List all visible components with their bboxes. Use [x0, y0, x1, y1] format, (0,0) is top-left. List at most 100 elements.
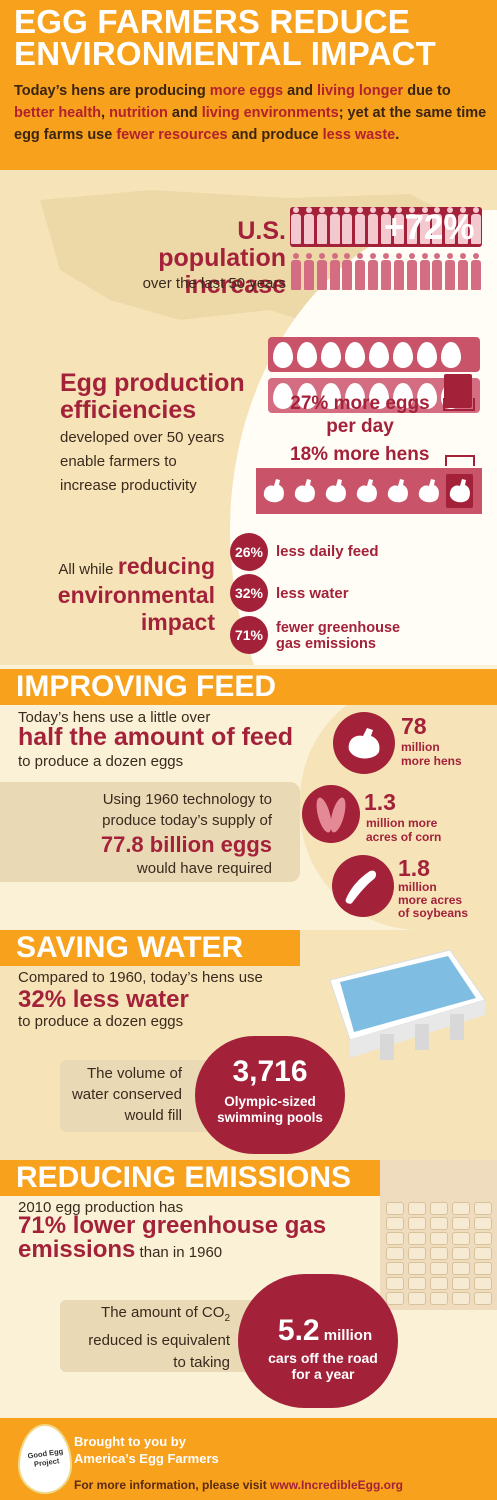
person-icon [393, 253, 405, 291]
extra-eggs-highlight [444, 374, 472, 408]
person-icon [316, 253, 328, 291]
hen-icon [353, 474, 380, 508]
car-icon [430, 1217, 448, 1230]
hen-icon [291, 474, 318, 508]
eggs-label-1: 27% more eggs [290, 393, 430, 414]
egg-icon [345, 382, 365, 409]
person-icon [470, 253, 482, 291]
intro-highlight: better health [14, 105, 102, 121]
egg-icon [417, 341, 437, 368]
header-band [0, 0, 497, 170]
car-icon [386, 1217, 404, 1230]
footer-url-link[interactable]: www.IncredibleEgg.org [270, 1478, 403, 1492]
swimming-pool-icon [329, 949, 486, 1060]
intro-segment: , [101, 105, 110, 121]
stat-soy-num: 1.8 [398, 855, 430, 881]
hen-icon [260, 474, 287, 508]
feed-band-title: IMPROVING FEED [16, 670, 277, 703]
reducing-prefix: All while [58, 561, 114, 578]
feed-box-text: Using 1960 technology to produce today’s… [40, 789, 272, 831]
reduce-feed-badge: 26% [230, 533, 268, 571]
intro-segment: Today’s hens are producing [14, 83, 210, 99]
production-body-2: enable farmers to [60, 453, 177, 470]
car-icon [408, 1247, 426, 1260]
stat-hens-l2: more hens [401, 754, 462, 768]
water-box-text: The volume of water conserved would fill [60, 1063, 182, 1126]
car-icon [452, 1217, 470, 1230]
stat-corn-num: 1.3 [364, 789, 396, 815]
production-heading-2: efficiencies [60, 396, 197, 424]
car-icon [474, 1277, 492, 1290]
person-icon [354, 253, 366, 291]
person-icon [380, 253, 392, 291]
person-icon [470, 207, 482, 245]
feed-box-2: produce today’s supply of [102, 812, 272, 829]
water-line1: Compared to 1960, today’s hens use [18, 969, 263, 986]
intro-highlight: less waste [322, 127, 396, 143]
person-icon [329, 207, 341, 245]
car-icon [452, 1262, 470, 1275]
person-icon [406, 207, 418, 245]
feed-box [0, 782, 300, 882]
stat-corn-l1: million more [366, 816, 438, 830]
intro-highlight: living longer [316, 83, 404, 99]
intro-segment: and [283, 83, 317, 99]
emissions-band-title: REDUCING EMISSIONS [16, 1161, 352, 1194]
pools-l1: Olympic-sized [224, 1094, 316, 1109]
bracket-icon [443, 398, 475, 411]
person-icon [290, 207, 302, 245]
person-icon [329, 253, 341, 291]
car-icon [408, 1262, 426, 1275]
egg-icon [297, 341, 317, 368]
egg-icon [273, 341, 293, 368]
population-heading-1: U.S. population [158, 217, 286, 272]
population-value: +72% [384, 208, 475, 247]
car-icon [452, 1232, 470, 1245]
population-heading: U.S. population increase [106, 218, 286, 299]
egg-icon [273, 382, 293, 409]
emissions-line1: 2010 egg production has [18, 1199, 184, 1216]
car-icon [452, 1247, 470, 1260]
water-big: 32% less water [18, 986, 189, 1013]
reducing-heading-3: impact [140, 609, 215, 635]
stat-hens-label: million more hens [401, 740, 462, 768]
intro-text: Today’s hens are producing more eggs and… [14, 80, 494, 146]
intro-segment: and [167, 105, 202, 121]
car-icon [474, 1217, 492, 1230]
car-icon [430, 1277, 448, 1290]
stat-soy-l1: million [398, 880, 437, 894]
water-line2: to produce a dozen eggs [18, 1013, 184, 1030]
person-icon [367, 207, 379, 245]
car-icon [408, 1217, 426, 1230]
egg-icon [393, 341, 413, 368]
water-box-2: water conserved [71, 1086, 182, 1103]
person-icon [303, 207, 315, 245]
stat-corn-label: million more acres of corn [366, 816, 441, 844]
cars-num: 5.2 [277, 1314, 320, 1347]
egg-icon [417, 382, 437, 409]
emissions-box [60, 1300, 260, 1372]
person-icon [290, 253, 302, 291]
car-icon [452, 1202, 470, 1215]
people-icons [290, 207, 482, 293]
person-icon [367, 253, 379, 291]
person-icon [341, 207, 353, 245]
stat-soy-l3: of soybeans [398, 906, 469, 920]
car-icon [408, 1292, 426, 1305]
intro-highlight: living environments [201, 105, 339, 121]
pools-l2: swimming pools [217, 1110, 323, 1125]
person-icon [431, 253, 443, 291]
water-box-3: would fill [124, 1107, 182, 1124]
person-icon [341, 253, 353, 291]
emissions-big-2: emissions [18, 1236, 136, 1263]
feed-box-1: Using 1960 technology to [102, 791, 272, 808]
reducing-heading-2: environmental [57, 582, 215, 608]
reducing-heading-1: reducing [117, 553, 215, 579]
corn-icon [302, 785, 360, 843]
person-icon [393, 207, 405, 245]
emissions-box-3: to taking [173, 1354, 230, 1371]
cars-pattern [380, 1160, 497, 1310]
emissions-box-1: The amount of CO [101, 1304, 225, 1321]
car-icon [452, 1292, 470, 1305]
water-band-title: SAVING WATER [16, 931, 244, 964]
